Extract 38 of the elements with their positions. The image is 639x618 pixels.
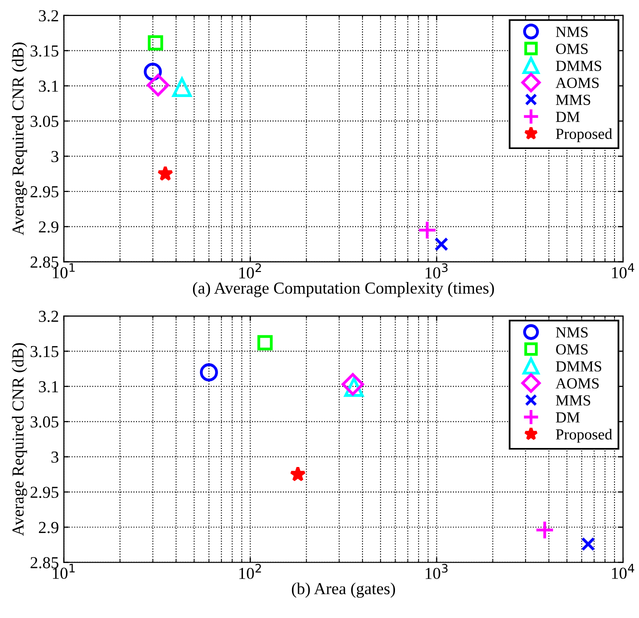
y-tick-label: 3.15 [30, 45, 58, 57]
x-tick-label: 10$^{3}$ [426, 263, 448, 278]
legend-label: DM [556, 412, 580, 422]
y-tick-label: 3.1 [39, 80, 58, 92]
y-tick-label: 3 [52, 150, 58, 162]
y-tick-label: 3.05 [30, 116, 58, 128]
y-tick-label: 3.05 [30, 416, 58, 428]
legend-label: DMMS [556, 60, 602, 71]
y-tick-label: 2.95 [30, 186, 58, 198]
y-tick-label: 3 [52, 452, 58, 463]
legend-label: AOMS [556, 378, 599, 389]
x-axis-title: (b) Area (gates) [292, 582, 396, 598]
legend-label: AOMS [556, 78, 599, 88]
y-axis-title: Average Required CNR (dB) [12, 343, 28, 536]
x-tick-label: 10$^{4}$ [612, 263, 634, 278]
x-tick-label: 10$^{2}$ [239, 564, 261, 580]
x-axis-title: (a) Average Computation Complexity (times) [192, 282, 494, 298]
legend-label: DM [556, 112, 580, 122]
legend-label: NMS [556, 26, 588, 37]
y-tick-label: 2.9 [38, 221, 58, 233]
legend-label: OMS [556, 44, 588, 54]
legend-label: Proposed [556, 128, 612, 142]
legend-label: OMS [556, 344, 588, 355]
legend-label: NMS [556, 327, 588, 338]
y-tick-label: 3.2 [39, 310, 58, 322]
x-tick-label: 10$^{2}$ [239, 263, 261, 278]
y-tick-label: 3.1 [39, 381, 58, 392]
y-tick-label: 3.2 [39, 10, 58, 22]
y-tick-label: 2.9 [38, 522, 58, 534]
legend-label: MMS [556, 94, 590, 106]
x-tick-label: 10$^{4}$ [612, 564, 634, 579]
x-tick-label: 10$^{3}$ [426, 564, 448, 580]
y-tick-label: 3.15 [30, 346, 58, 358]
legend-label: MMS [556, 395, 590, 406]
legend-label: Proposed [556, 428, 612, 443]
y-tick-label: 2.95 [30, 486, 58, 498]
legend-label: DMMS [556, 361, 602, 372]
y-axis-title: Average Required CNR (dB) [12, 42, 28, 236]
